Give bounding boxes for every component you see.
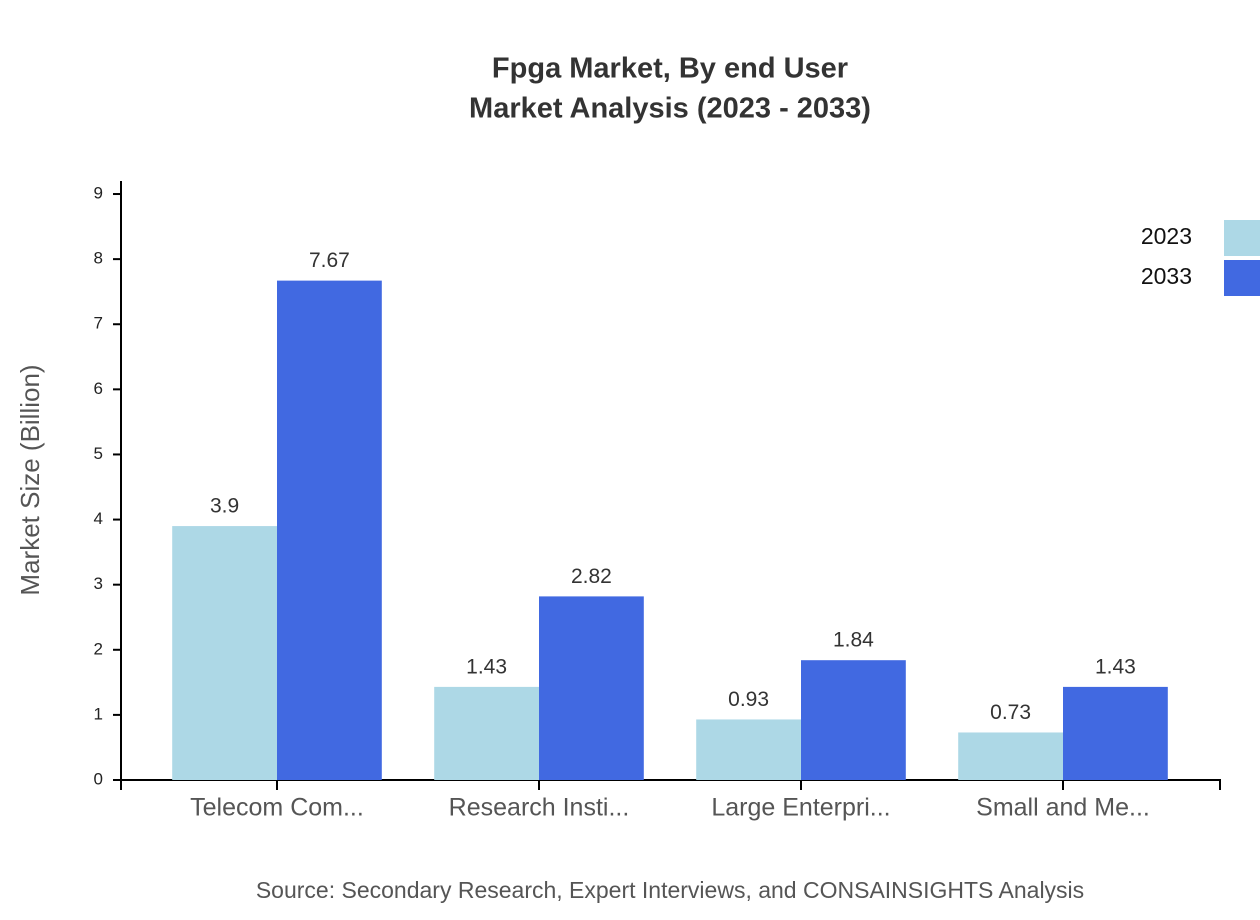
chart-title: Fpga Market, By end User (492, 53, 848, 85)
value-label: 7.67 (309, 249, 350, 272)
legend-label: 2033 (1141, 263, 1192, 289)
value-label: 0.73 (990, 701, 1031, 724)
legend-swatch (1224, 260, 1260, 296)
value-label: 0.93 (728, 688, 769, 711)
y-axis-title: Market Size (Billion) (15, 364, 45, 595)
bar (696, 719, 801, 780)
bar (801, 660, 906, 780)
y-tick-label: 6 (94, 379, 103, 398)
x-tick-label: Small and Me... (976, 794, 1150, 822)
y-tick-label: 4 (94, 509, 103, 528)
chart-subtitle: Market Analysis (2023 - 2033) (469, 93, 871, 125)
value-label: 1.43 (1095, 655, 1136, 678)
bar (539, 596, 644, 780)
value-label: 2.82 (571, 565, 612, 588)
x-tick-label: Research Insti... (449, 794, 630, 822)
bar (277, 280, 382, 780)
y-tick-label: 2 (94, 639, 103, 658)
y-tick-label: 0 (94, 769, 103, 788)
bar (1063, 686, 1168, 780)
x-tick-label: Telecom Com... (190, 794, 364, 822)
bar (434, 686, 539, 780)
value-label: 1.84 (833, 629, 874, 652)
bar (172, 526, 277, 780)
y-tick-label: 1 (94, 704, 103, 723)
y-tick-label: 8 (94, 249, 103, 268)
source-note: Source: Secondary Research, Expert Inter… (256, 877, 1084, 903)
legend-swatch (1224, 220, 1260, 256)
x-tick-label: Large Enterpri... (711, 794, 890, 822)
y-tick-label: 3 (94, 574, 103, 593)
value-label: 1.43 (466, 655, 507, 678)
bar (958, 732, 1063, 780)
y-tick-label: 5 (94, 444, 103, 463)
y-tick-label: 7 (94, 314, 103, 333)
y-tick-label: 9 (94, 184, 103, 203)
legend-label: 2023 (1141, 223, 1192, 249)
value-label: 3.9 (210, 495, 239, 518)
